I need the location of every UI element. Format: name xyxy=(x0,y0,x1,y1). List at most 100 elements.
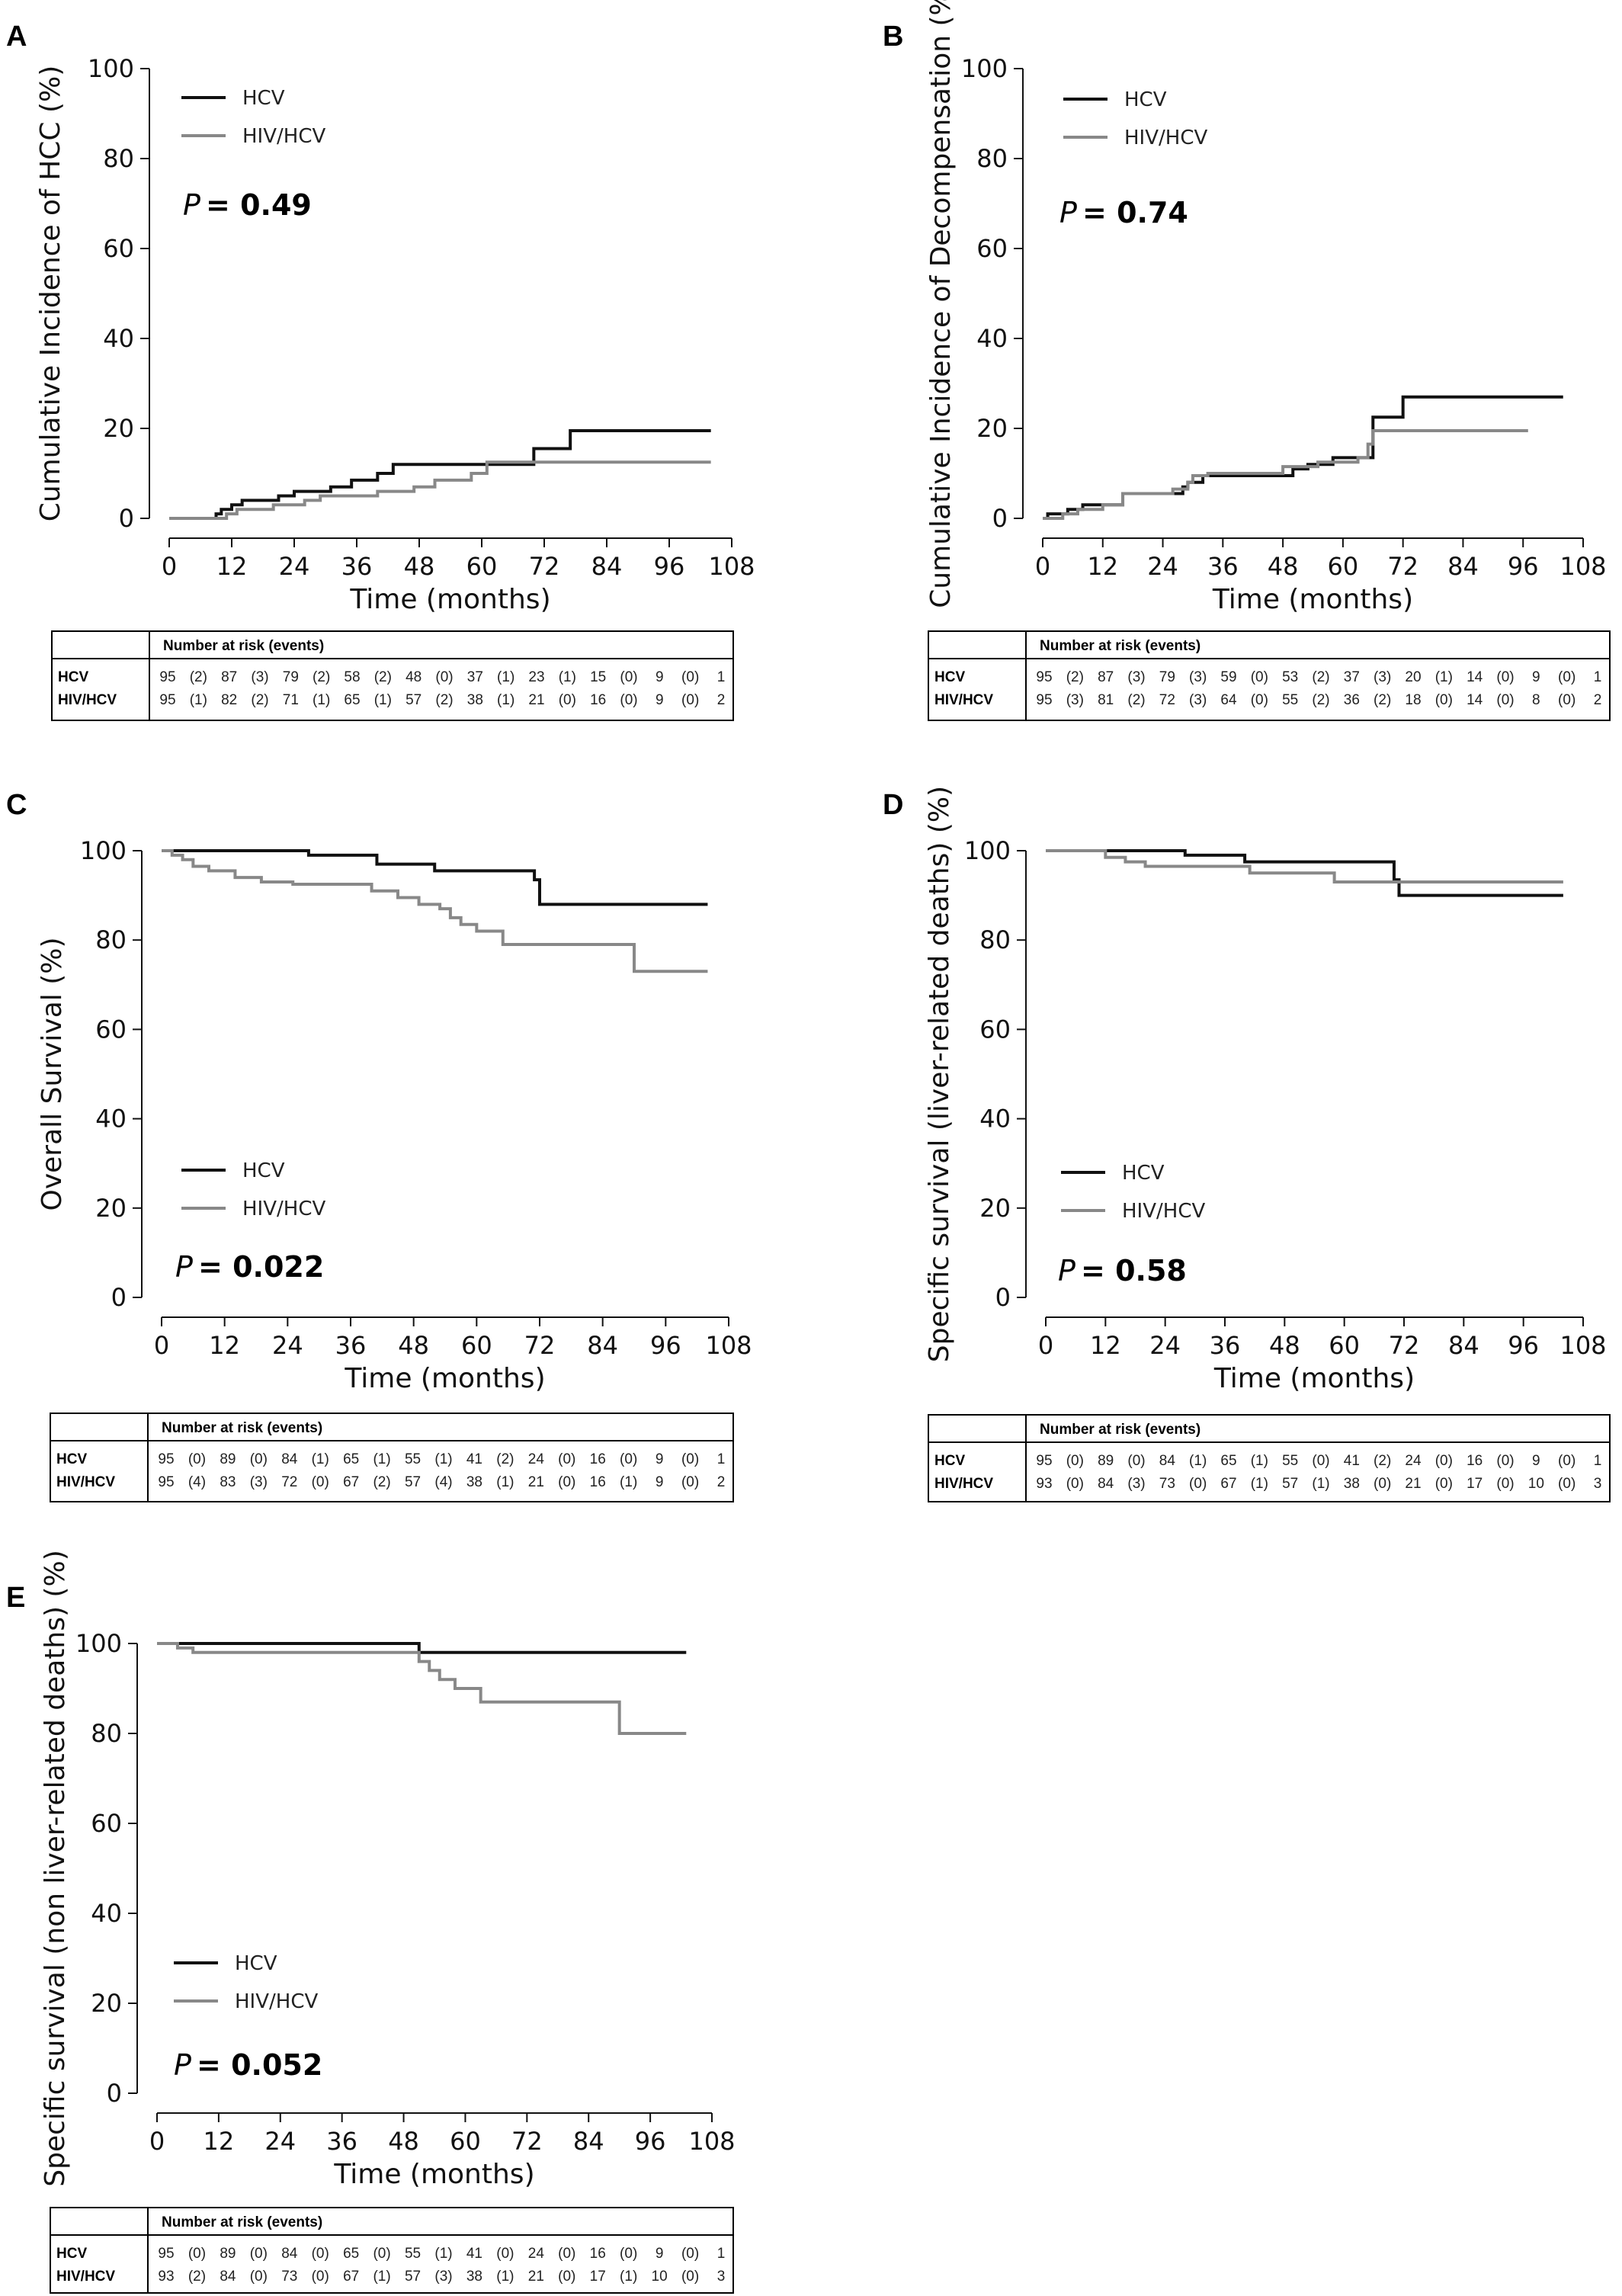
risk-cell: (0) xyxy=(1558,1476,1576,1492)
risk-cell: 10 xyxy=(1528,1476,1544,1492)
panel-letter: E xyxy=(6,1582,25,1614)
risk-cell: (0) xyxy=(312,2269,329,2285)
risk-cell: (0) xyxy=(620,669,637,685)
x-tick-label: 108 xyxy=(1559,552,1606,581)
legend-label: HCV xyxy=(1124,88,1167,111)
risk-cell: 95 xyxy=(158,1451,174,1467)
legend-label: HIV/HCV xyxy=(235,1990,318,2013)
risk-cell: (0) xyxy=(681,2246,699,2262)
risk-cell: (1) xyxy=(313,692,330,708)
x-tick-label: 108 xyxy=(1559,1331,1606,1360)
risk-cell: 21 xyxy=(528,2269,544,2285)
y-axis-title: Overall Survival (%) xyxy=(37,938,68,1211)
risk-cell: 1 xyxy=(1594,669,1602,685)
series-line-hiv-hcv xyxy=(169,460,711,520)
risk-cell: (2) xyxy=(496,1451,514,1467)
risk-cell: 71 xyxy=(283,692,299,708)
risk-cell: (0) xyxy=(1496,1453,1514,1469)
y-tick-label: 20 xyxy=(95,1194,127,1223)
risk-cell: (2) xyxy=(1374,1453,1391,1469)
x-tick-label: 36 xyxy=(1207,552,1239,581)
risk-cell: 24 xyxy=(528,1451,545,1467)
risk-cell: (0) xyxy=(1435,1476,1453,1492)
y-tick-label: 60 xyxy=(103,234,134,263)
risk-cell: (1) xyxy=(1435,669,1453,685)
risk-cell: 21 xyxy=(528,1474,544,1490)
x-tick-label: 72 xyxy=(1387,552,1418,581)
risk-cell: (0) xyxy=(1374,1476,1391,1492)
p-value: = 0.74 xyxy=(1082,196,1188,229)
risk-cell: 59 xyxy=(1220,669,1236,685)
p-value-label: P xyxy=(1058,1254,1075,1287)
x-tick-label: 48 xyxy=(398,1331,429,1360)
risk-table: Number at risk (events) HCV 95 (2) 87 (3) 79 (3… xyxy=(928,630,1611,721)
y-tick-label: 80 xyxy=(95,925,127,954)
risk-cell: (0) xyxy=(558,2246,575,2262)
y-tick-label: 20 xyxy=(979,1194,1011,1223)
risk-cell: 21 xyxy=(528,692,544,708)
risk-cell: 64 xyxy=(1220,692,1237,708)
risk-cell: 89 xyxy=(1098,1453,1114,1469)
risk-cell: (1) xyxy=(190,692,207,708)
risk-cell: (0) xyxy=(1496,692,1514,708)
risk-cell: (2) xyxy=(313,669,330,685)
y-tick-label: 0 xyxy=(111,1283,127,1312)
risk-cell: 41 xyxy=(466,2246,482,2262)
x-tick-label: 0 xyxy=(154,1331,169,1360)
risk-cell: (1) xyxy=(312,1451,329,1467)
y-axis-title: Specific survival (liver-related deaths)… xyxy=(924,786,955,1362)
risk-cell: (0) xyxy=(681,1474,699,1490)
series-line-hcv xyxy=(1046,849,1563,897)
risk-cell: 67 xyxy=(343,1474,359,1490)
risk-cell: 93 xyxy=(158,2269,174,2285)
x-tick-label: 60 xyxy=(461,1331,492,1360)
risk-cell: 9 xyxy=(656,669,664,685)
y-axis-title: Cumulative Incidence of HCC (%) xyxy=(35,66,66,522)
risk-cell: 3 xyxy=(1594,1476,1602,1492)
risk-cell: (1) xyxy=(496,1474,514,1490)
risk-row-label: HCV xyxy=(56,2246,87,2262)
risk-cell: 2 xyxy=(1594,692,1602,708)
risk-cell: 14 xyxy=(1467,692,1483,708)
risk-cell: 9 xyxy=(656,2246,664,2262)
risk-cell: (0) xyxy=(373,2246,390,2262)
x-tick-label: 96 xyxy=(635,2127,666,2156)
risk-cell: (1) xyxy=(620,1474,637,1490)
y-tick-label: 60 xyxy=(91,1809,122,1838)
y-axis-title: Specific survival (non liver-related dea… xyxy=(40,1550,71,2186)
risk-cell: 89 xyxy=(220,1451,236,1467)
risk-cell: (3) xyxy=(1127,669,1145,685)
risk-cell: (3) xyxy=(251,669,268,685)
risk-cell: (0) xyxy=(620,1451,637,1467)
y-tick-label: 100 xyxy=(75,1629,122,1658)
x-tick-label: 12 xyxy=(1090,1331,1121,1360)
x-tick-label: 84 xyxy=(587,1331,618,1360)
y-tick-label: 80 xyxy=(976,144,1008,173)
p-value: = 0.022 xyxy=(198,1250,324,1284)
risk-cell: (0) xyxy=(559,692,576,708)
risk-cell: 87 xyxy=(1098,669,1114,685)
x-tick-label: 72 xyxy=(1389,1331,1420,1360)
x-tick-label: 60 xyxy=(1328,552,1359,581)
risk-cell: (0) xyxy=(1127,1453,1145,1469)
panel-letter: B xyxy=(883,21,903,53)
risk-cell: 53 xyxy=(1282,669,1298,685)
risk-cell: 72 xyxy=(1159,692,1175,708)
x-tick-label: 12 xyxy=(1087,552,1118,581)
risk-cell: (1) xyxy=(374,692,392,708)
risk-cell: (0) xyxy=(1496,669,1514,685)
panel-letter: C xyxy=(6,789,27,821)
risk-cell: (0) xyxy=(1312,1453,1329,1469)
risk-row-label: HIV/HCV xyxy=(56,2269,115,2285)
risk-row-label: HIV/HCV xyxy=(934,692,993,708)
y-tick-label: 40 xyxy=(979,1105,1011,1134)
risk-cell: (0) xyxy=(558,1474,575,1490)
y-tick-label: 20 xyxy=(91,1989,122,2018)
risk-cell: (0) xyxy=(1496,1476,1514,1492)
y-tick-label: 60 xyxy=(976,234,1008,263)
x-tick-label: 12 xyxy=(216,552,248,581)
y-tick-label: 0 xyxy=(992,504,1008,533)
risk-cell: (0) xyxy=(681,2269,699,2285)
risk-row-label: HIV/HCV xyxy=(58,692,117,708)
